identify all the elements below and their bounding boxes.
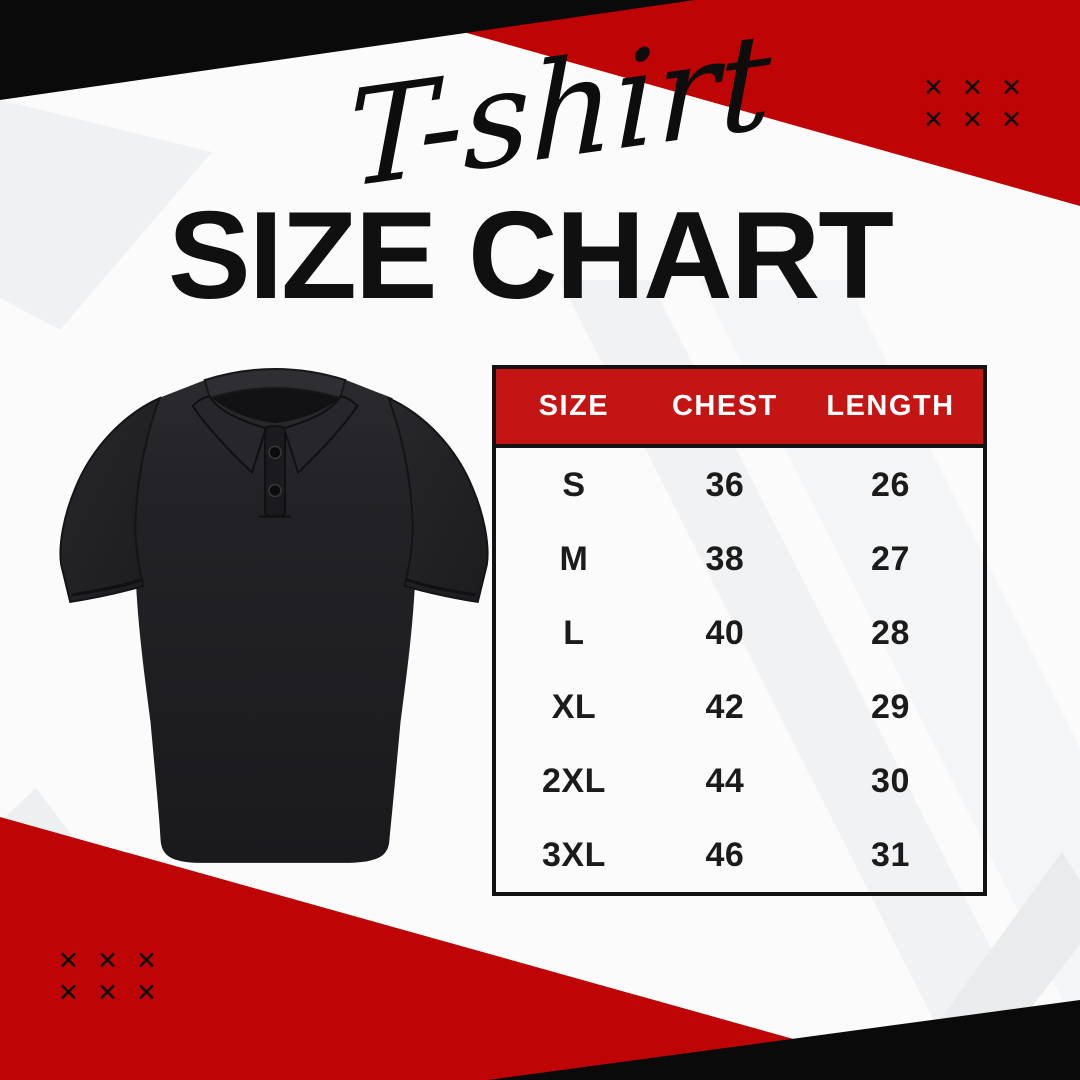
sleeve-cuff-seam bbox=[406, 578, 476, 597]
black-wedge-top-left bbox=[0, 0, 695, 100]
cross-icon: ✕ bbox=[962, 72, 983, 102]
cross-pattern-bottom-left: ✕ ✕ ✕ ✕ ✕ ✕ bbox=[49, 944, 166, 1008]
table-header-row: SIZE CHEST LENGTH bbox=[496, 369, 983, 448]
collar-left-flap bbox=[191, 395, 268, 475]
table-row: M 38 27 bbox=[496, 522, 983, 596]
cell-length: 28 bbox=[871, 613, 910, 652]
table-row: 3XL 46 31 bbox=[496, 818, 983, 892]
cell-chest: 42 bbox=[705, 687, 745, 726]
column-header-length: LENGTH bbox=[826, 390, 955, 422]
size-chart-table: SIZE CHEST LENGTH S 36 26 M 38 27 L 40 2… bbox=[492, 365, 987, 896]
red-wedge-bottom-left bbox=[0, 817, 940, 1080]
collar-band bbox=[203, 368, 347, 400]
cell-size: 2XL bbox=[541, 761, 606, 800]
watermark-chevron bbox=[0, 100, 212, 330]
table-row: S 36 26 bbox=[496, 448, 983, 522]
cross-pattern-top-right: ✕ ✕ ✕ ✕ ✕ ✕ bbox=[914, 71, 1031, 135]
cross-icon: ✕ bbox=[136, 977, 157, 1007]
button bbox=[268, 483, 282, 498]
cell-chest: 38 bbox=[705, 539, 745, 578]
cell-length: 31 bbox=[871, 835, 910, 874]
tshirt-image bbox=[59, 368, 489, 863]
cross-icon: ✕ bbox=[136, 945, 157, 975]
table-row: XL 42 29 bbox=[496, 670, 983, 744]
cell-length: 27 bbox=[871, 539, 910, 578]
table-body: S 36 26 M 38 27 L 40 28 XL 42 29 2XL 44 … bbox=[496, 448, 983, 892]
cell-length: 30 bbox=[871, 761, 910, 800]
sleeve-cuff-seam bbox=[72, 578, 142, 597]
column-header-chest: CHEST bbox=[671, 390, 778, 422]
cross-icon: ✕ bbox=[97, 945, 118, 975]
cell-size: 3XL bbox=[541, 835, 606, 874]
column-header-size: SIZE bbox=[538, 390, 610, 422]
table-row: L 40 28 bbox=[496, 596, 983, 670]
shirt-body bbox=[134, 370, 417, 863]
page-title: SIZE CHART bbox=[168, 187, 894, 325]
table-row: 2XL 44 30 bbox=[496, 744, 983, 818]
cross-icon: ✕ bbox=[923, 104, 944, 134]
cell-chest: 40 bbox=[705, 613, 745, 652]
cross-icon: ✕ bbox=[97, 977, 118, 1007]
cell-size: S bbox=[562, 465, 586, 504]
cell-size: M bbox=[559, 539, 589, 578]
cell-size: L bbox=[563, 613, 585, 652]
cell-length: 26 bbox=[871, 465, 910, 504]
shirt-right-sleeve bbox=[386, 396, 489, 604]
placket bbox=[263, 425, 287, 518]
shirt-left-sleeve bbox=[59, 396, 162, 604]
cell-chest: 44 bbox=[705, 761, 745, 800]
cell-size: XL bbox=[551, 687, 597, 726]
collar-right-flap bbox=[282, 395, 359, 475]
red-wedge-top-right bbox=[350, 0, 1080, 206]
black-wedge-bottom-right bbox=[488, 1000, 1080, 1080]
watermark-band bbox=[560, 280, 1058, 1080]
cross-icon: ✕ bbox=[58, 977, 79, 1007]
cross-icon: ✕ bbox=[923, 72, 944, 102]
cell-length: 29 bbox=[871, 687, 910, 726]
cell-chest: 36 bbox=[705, 465, 745, 504]
cross-icon: ✕ bbox=[58, 945, 79, 975]
button bbox=[268, 445, 282, 460]
cross-icon: ✕ bbox=[962, 104, 983, 134]
neck-opening bbox=[209, 387, 341, 424]
cross-icon: ✕ bbox=[1001, 104, 1022, 134]
cell-chest: 46 bbox=[705, 835, 745, 874]
cross-icon: ✕ bbox=[1001, 72, 1022, 102]
